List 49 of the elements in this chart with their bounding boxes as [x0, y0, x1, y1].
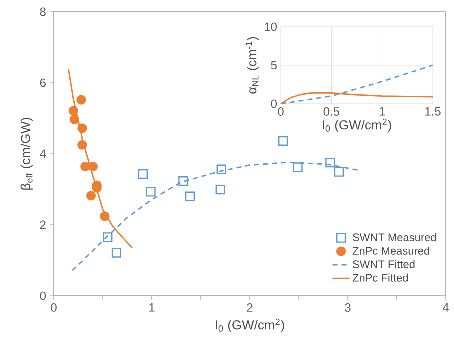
point	[76, 95, 86, 105]
point	[70, 114, 80, 124]
point	[216, 185, 226, 195]
x-tick-label: 0	[51, 304, 57, 312]
line-series	[68, 68, 134, 249]
y-tick-label: 2	[40, 220, 46, 230]
point	[100, 212, 110, 222]
x-tick-label: 0	[278, 108, 284, 116]
x-tick-label: 1	[150, 304, 155, 312]
y-tick-label: 0	[271, 100, 278, 108]
point	[185, 192, 196, 202]
point	[178, 176, 188, 186]
point	[146, 187, 156, 197]
legend-label: ZnPc Fitted	[352, 274, 408, 282]
x-axis-title: I$_{0}$ (GW/cm$^{2}$)	[216, 318, 284, 332]
x-tick-label: 3	[345, 304, 351, 312]
x-tick-label: 0.5	[324, 108, 340, 116]
point	[138, 169, 148, 180]
y-axis-title: β$_{eff}$ (cm/GW)	[20, 118, 33, 190]
point	[80, 162, 90, 172]
x-tick-label: 2	[247, 304, 253, 312]
legend-label: SWNT Fitted	[353, 260, 415, 268]
y-tick-label: 0	[40, 292, 46, 300]
point	[326, 158, 336, 168]
point	[86, 191, 96, 201]
legend-label: SWNT Measured	[353, 233, 436, 242]
y-tick-label: 5	[271, 61, 277, 70]
line-series	[280, 92, 434, 105]
x-tick-label: 4	[442, 304, 449, 312]
point	[78, 140, 88, 150]
point	[103, 232, 113, 242]
legend-label: ZnPc Measured	[352, 246, 430, 255]
x-axis-title: I$_{0}$ (GW/cm$^{2}$)	[323, 118, 392, 132]
point	[88, 162, 98, 172]
point	[278, 136, 288, 146]
point	[216, 164, 226, 174]
point	[78, 124, 88, 134]
point	[334, 167, 344, 177]
y-axis-title: α$_{NL}$ (cm$^{-1}$)	[246, 37, 260, 94]
point	[68, 106, 78, 116]
y-tick-label: 10	[265, 22, 278, 32]
y-tick-label: 4	[40, 150, 46, 158]
x-tick-label: 1	[380, 108, 386, 116]
line-series	[280, 64, 434, 105]
y-tick-label: 6	[40, 78, 46, 88]
y-tick-label: 8	[40, 8, 46, 16]
x-tick-label: 1.5	[426, 108, 441, 116]
point	[293, 162, 303, 172]
point	[112, 248, 122, 258]
